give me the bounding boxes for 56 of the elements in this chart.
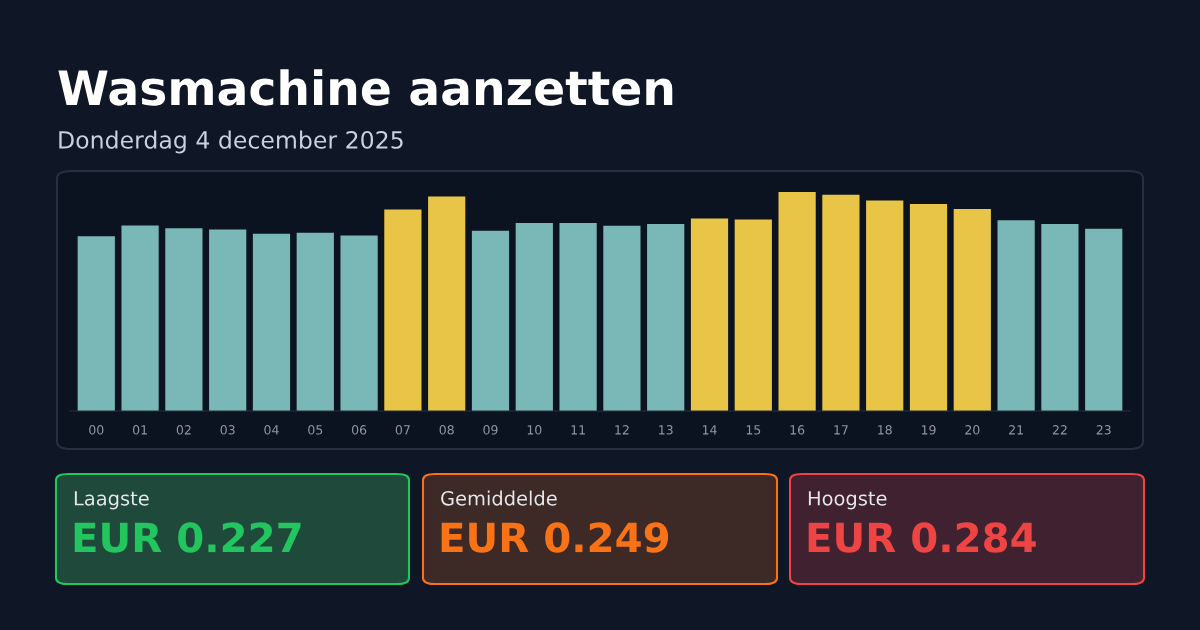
x-tick-label: 01 bbox=[132, 425, 147, 435]
bar bbox=[1085, 228, 1123, 411]
x-tick-label: 21 bbox=[1009, 425, 1023, 435]
bar bbox=[866, 200, 904, 411]
bar bbox=[209, 229, 247, 411]
x-tick-label: 08 bbox=[439, 425, 454, 435]
bar bbox=[121, 225, 159, 411]
bar bbox=[384, 209, 422, 411]
bar bbox=[165, 228, 203, 411]
bar bbox=[559, 222, 597, 411]
bar bbox=[471, 230, 510, 411]
text: Laagste bbox=[74, 491, 149, 510]
text: Gemiddelde bbox=[441, 490, 557, 506]
bar bbox=[296, 232, 334, 411]
bar bbox=[252, 233, 291, 411]
bar bbox=[603, 225, 641, 411]
text: Hoogste bbox=[808, 491, 887, 510]
bar bbox=[1041, 223, 1079, 411]
bar bbox=[909, 204, 948, 411]
x-tick-label: 18 bbox=[878, 425, 892, 435]
x-tick-label: 11 bbox=[571, 425, 585, 435]
bar bbox=[734, 219, 772, 411]
x-tick-label: 09 bbox=[483, 425, 498, 435]
x-tick-label: 23 bbox=[1096, 425, 1111, 435]
bar bbox=[690, 218, 729, 411]
x-tick-label: 10 bbox=[527, 425, 542, 435]
x-tick-label: 17 bbox=[834, 425, 848, 435]
bar bbox=[822, 194, 860, 411]
bar bbox=[778, 192, 816, 411]
bar bbox=[515, 223, 553, 411]
x-tick-label: 22 bbox=[1052, 425, 1067, 435]
x-tick-label: 02 bbox=[176, 425, 191, 435]
x-tick-label: 19 bbox=[921, 425, 936, 435]
bar bbox=[340, 235, 378, 411]
text: EUR 0.284 bbox=[808, 522, 1036, 553]
x-tick-label: 12 bbox=[615, 425, 629, 435]
x-tick-label: 14 bbox=[702, 425, 717, 435]
x-tick-label: 06 bbox=[351, 425, 367, 435]
text: EUR 0.227 bbox=[74, 522, 301, 553]
bar bbox=[77, 236, 115, 411]
x-tick-label: 15 bbox=[746, 425, 761, 435]
chart-title: Wasmachine aanzetten bbox=[58, 69, 673, 106]
x-tick-label: 07 bbox=[395, 425, 410, 435]
text: EUR 0.249 bbox=[441, 522, 669, 553]
x-tick-label: 13 bbox=[659, 425, 673, 435]
x-tick-label: 16 bbox=[790, 425, 805, 435]
bar bbox=[647, 223, 685, 411]
x-tick-label: 05 bbox=[308, 425, 323, 435]
bar bbox=[428, 196, 466, 411]
x-tick-label: 03 bbox=[220, 425, 235, 435]
bar bbox=[997, 220, 1035, 411]
x-tick-label: 04 bbox=[264, 425, 279, 435]
chart-subtitle: Donderdag 4 december 2025 bbox=[59, 130, 403, 154]
x-tick-label: 00 bbox=[89, 425, 104, 435]
x-tick-label: 20 bbox=[965, 425, 980, 435]
bar bbox=[953, 209, 991, 411]
